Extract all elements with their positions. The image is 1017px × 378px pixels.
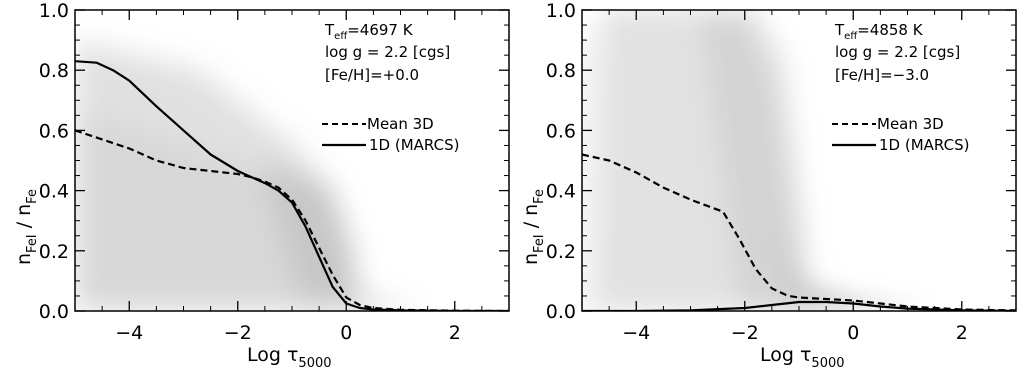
left-xtick-label: 0 (340, 322, 352, 344)
left-axes: −4 −2 0 2 0.0 0.2 0.4 0.6 0.8 1.0 (39, 0, 510, 344)
left-series-mean3d-line (75, 129, 509, 311)
left-series-lines (75, 60, 509, 311)
left-panel: −4 −2 0 2 0.0 0.2 0.4 0.6 0.8 1.0 nFeI / nFe Log … (13, 0, 510, 371)
right-xtick-label: 2 (956, 322, 968, 344)
right-series-lines (582, 153, 1016, 311)
right-ylabel: nFeI / nFe (520, 189, 547, 265)
right-feh-annotation: [Fe/H]=−3.0 (835, 66, 929, 84)
right-teff-annotation: Teff=4858 K (834, 21, 924, 42)
right-legend-marcs-label: 1D (MARCS) (879, 136, 969, 154)
right-xtick-label: 0 (847, 322, 859, 344)
left-series-marcs-line (75, 60, 509, 311)
left-teff-annotation: Teff=4697 K (324, 21, 414, 42)
left-ytick-label: 0.2 (39, 241, 69, 263)
left-legend-marcs-label: 1D (MARCS) (369, 136, 459, 154)
left-xlabel: Log τ5000 (247, 344, 332, 371)
left-ylabel: nFeI / nFe (13, 189, 40, 265)
right-xtick-label: −4 (622, 322, 650, 344)
right-panel: −4 −2 0 2 0.0 0.2 0.4 0.6 0.8 1.0 nFeI / nFe Log … (520, 0, 1017, 371)
left-logg-annotation: log g = 2.2 [cgs] (325, 43, 450, 61)
right-xlabel: Log τ5000 (760, 344, 845, 371)
right-ytick-label: 1.0 (546, 0, 576, 22)
left-ytick-label: 1.0 (39, 0, 69, 22)
right-density-background (582, 10, 930, 311)
left-ytick-label: 0.4 (39, 181, 69, 203)
right-ytick-label: 0.2 (546, 241, 576, 263)
right-series-marcs-line (582, 300, 1016, 311)
left-ytick-label: 0.8 (39, 60, 69, 82)
left-ytick-label: 0.0 (39, 301, 69, 323)
right-legend-mean3d-label: Mean 3D (877, 115, 944, 133)
left-xtick-label: −2 (224, 322, 252, 344)
right-xtick-label: −2 (731, 322, 759, 344)
left-xtick-label: −4 (115, 322, 143, 344)
right-logg-annotation: log g = 2.2 [cgs] (835, 43, 960, 61)
right-ytick-label: 0.4 (546, 181, 576, 203)
left-legend-mean3d-label: Mean 3D (367, 115, 434, 133)
left-feh-annotation: [Fe/H]=+0.0 (325, 66, 419, 84)
right-ytick-label: 0.8 (546, 60, 576, 82)
right-series-mean3d-line (582, 153, 1016, 311)
right-ytick-label: 0.0 (546, 301, 576, 323)
left-xtick-label: 2 (449, 322, 461, 344)
left-ytick-label: 0.6 (39, 120, 69, 142)
right-ytick-label: 0.6 (546, 120, 576, 142)
